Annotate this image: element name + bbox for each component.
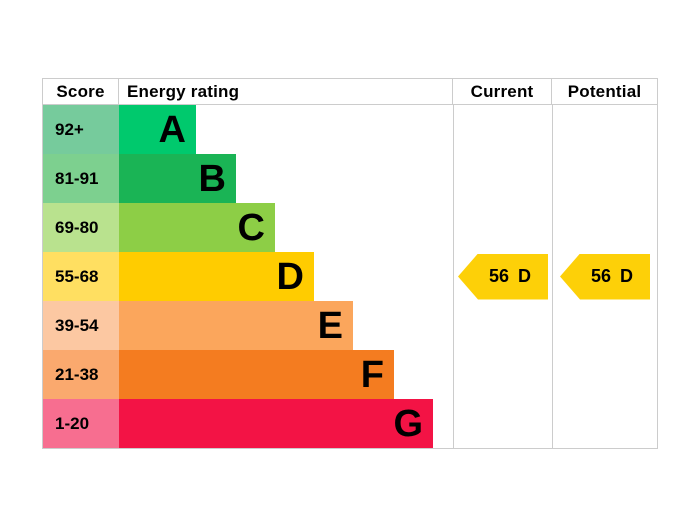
header-score: Score [43,79,119,104]
band-row-c: 69-80 C [43,203,657,252]
band-row-e: 39-54 E [43,301,657,350]
band-rows-container: 92+ A 81-91 B 69-80 C 55-68 D 56 D 56 D 39-54 E 21-38 F… [43,105,657,448]
current-rating-band: D [518,266,532,286]
epc-rating-table: Score Energy rating Current Potential 92… [42,78,658,449]
potential-cell-g [552,399,657,448]
potential-cell-c [552,203,657,252]
current-cell-d: 56 D [453,252,552,301]
potential-rating-band: D [620,266,634,286]
band-bar-f: F [119,350,394,399]
score-range-g: 1-20 [43,399,119,448]
score-range-e: 39-54 [43,301,119,350]
rating-cell-d: D [119,252,453,301]
score-range-d: 55-68 [43,252,119,301]
current-cell-a [453,105,552,154]
current-cell-g [453,399,552,448]
current-cell-f [453,350,552,399]
rating-cell-f: F [119,350,453,399]
band-row-d: 55-68 D 56 D 56 D [43,252,657,301]
band-letter-a: A [158,108,186,151]
potential-cell-a [552,105,657,154]
band-bar-g: G [119,399,433,448]
header-potential: Potential [567,81,642,101]
header-current: Current [453,79,552,104]
band-row-b: 81-91 B [43,154,657,203]
potential-cell-e [552,301,657,350]
score-range-f: 21-38 [43,350,119,399]
potential-cell-d: 56 D [552,252,657,301]
band-letter-c: C [237,206,265,249]
current-rating-value: 56 [488,266,510,286]
band-bar-e: E [119,301,353,350]
rating-cell-c: C [119,203,453,252]
band-row-a: 92+ A [43,105,657,154]
current-rating-arrow: 56 D [458,253,548,300]
band-letter-b: B [198,157,226,200]
potential-cell-f [552,350,657,399]
rating-cell-e: E [119,301,453,350]
rating-cell-b: B [119,154,453,203]
band-row-g: 1-20 G [43,399,657,448]
potential-cell-b [552,154,657,203]
band-bar-c: C [119,203,275,252]
band-bar-b: B [119,154,236,203]
band-row-f: 21-38 F [43,350,657,399]
header-energy-rating: Energy rating [119,79,453,104]
band-letter-g: G [393,402,423,445]
band-bar-a: A [119,105,196,154]
score-range-a: 92+ [43,105,119,154]
table-header-row: Score Energy rating Current Potential [43,79,657,105]
potential-rating-arrow: 56 D [560,253,650,300]
current-cell-b [453,154,552,203]
rating-cell-g: G [119,399,453,448]
potential-rating-value: 56 [590,266,612,286]
band-letter-e: E [317,304,343,347]
band-letter-d: D [276,255,304,298]
band-bar-d: D [119,252,314,301]
score-range-c: 69-80 [43,203,119,252]
current-cell-e [453,301,552,350]
current-cell-c [453,203,552,252]
band-letter-f: F [360,353,384,396]
rating-cell-a: A [119,105,453,154]
score-range-b: 81-91 [43,154,119,203]
